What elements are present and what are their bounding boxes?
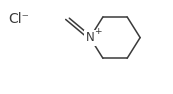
Text: Cl⁻: Cl⁻ [9,12,30,26]
Text: N: N [86,31,94,44]
Text: +: + [94,27,102,36]
